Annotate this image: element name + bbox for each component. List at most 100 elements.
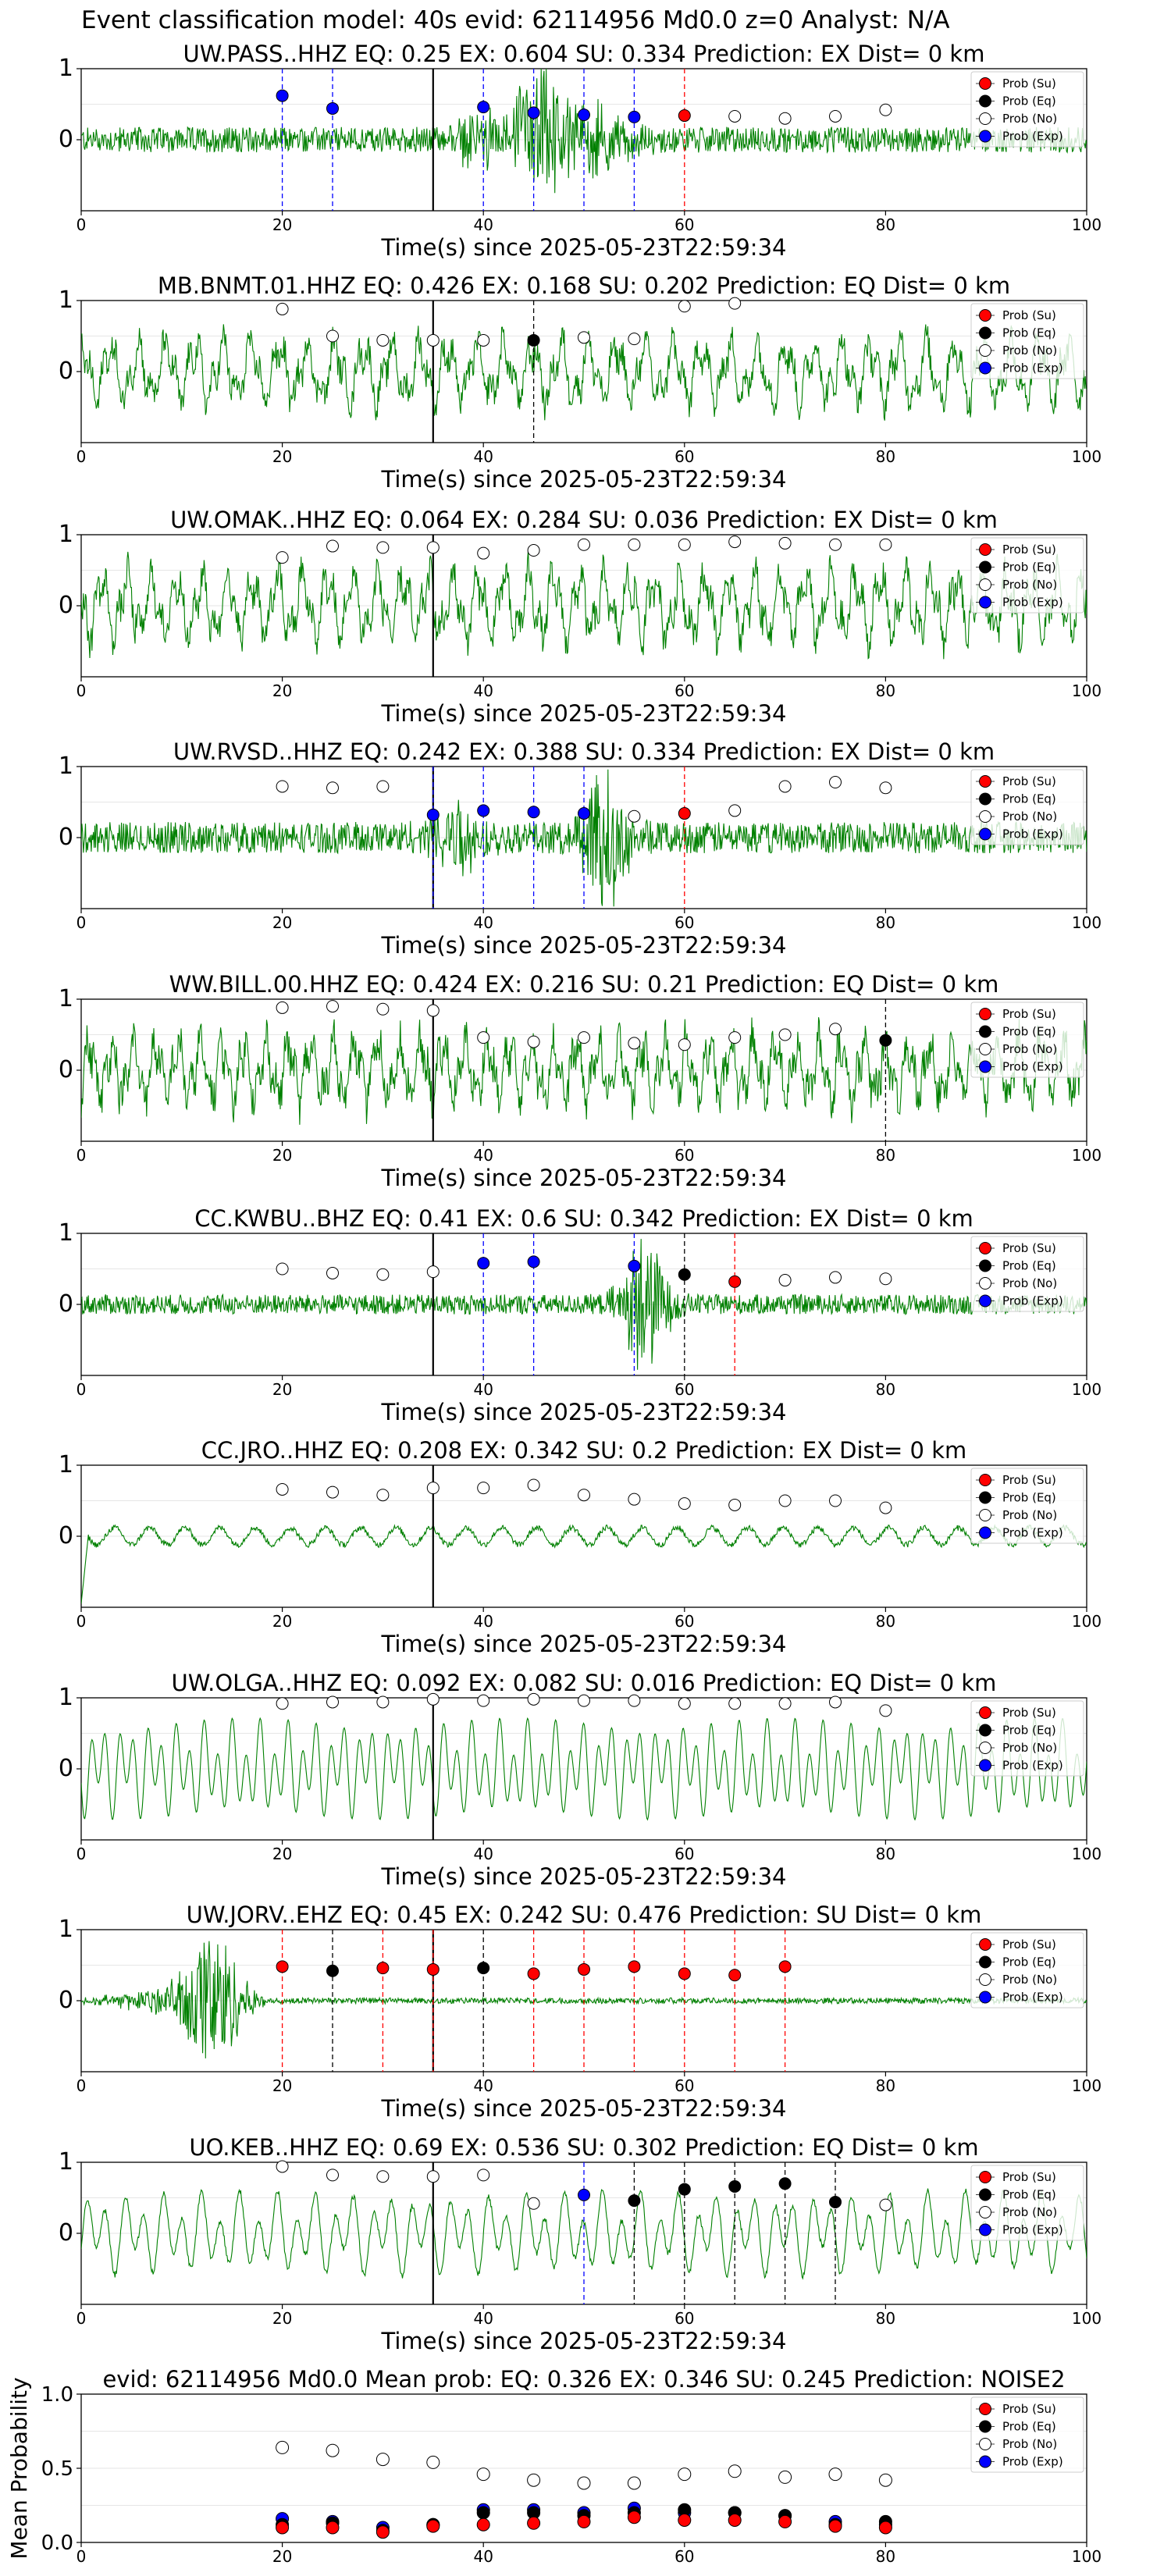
- prob-point-no: [578, 331, 590, 344]
- mean-prob-point-no: [627, 2476, 641, 2490]
- x-tick-label: 60: [674, 215, 694, 234]
- x-tick-label: 20: [272, 1146, 292, 1165]
- prob-point-no: [527, 544, 540, 557]
- legend-marker-no: [979, 810, 991, 823]
- prob-point-no: [376, 780, 390, 793]
- prob-point-no: [376, 1489, 390, 1502]
- legend-marker-no: [979, 578, 991, 591]
- legend-label-su: Prob (Su): [1002, 2170, 1056, 2184]
- panel-6: 0 20 40 60 80 100 0 1 CC.KWBU..BHZ EQ: 0.41 EX: …: [59, 1205, 1102, 1425]
- y-tick-label: 0.5: [41, 2457, 73, 2481]
- legend-label-su: Prob (Su): [1002, 76, 1056, 91]
- y-tick-label: 0: [59, 358, 73, 385]
- legend-marker-eq: [979, 792, 991, 806]
- legend-marker-exp: [979, 1991, 991, 2004]
- legend-label-no: Prob (No): [1002, 1276, 1057, 1290]
- prob-point-no: [326, 1266, 339, 1279]
- legend-marker-no: [979, 2206, 991, 2218]
- prob-point-no: [326, 781, 339, 795]
- legend-box: [970, 537, 1084, 614]
- x-tick-label: 60: [674, 1146, 694, 1165]
- legend-label-no: Prob (No): [1002, 343, 1057, 358]
- x-tick-label: 100: [1072, 2076, 1102, 2095]
- prob-point-no: [426, 333, 440, 347]
- panel-4: 0 20 40 60 80 100 0 1 UW.RVSD..HHZ EQ: 0.242 EX:…: [59, 738, 1102, 959]
- prob-point-no: [276, 1482, 289, 1496]
- x-tick-label: 100: [1072, 1146, 1102, 1165]
- x-tick-label: 0: [77, 2309, 87, 2328]
- legend-label-su: Prob (Su): [1002, 308, 1056, 322]
- panel-title: UW.OMAK..HHZ EQ: 0.064 EX: 0.284 SU: 0.0…: [170, 507, 998, 533]
- panel-3: 0 20 40 60 80 100 0 1 UW.OMAK..HHZ EQ: 0.064 EX:…: [59, 507, 1102, 727]
- legend-label-no: Prob (No): [1002, 1973, 1057, 1987]
- x-tick-label: 40: [473, 681, 493, 700]
- legend-label-no: Prob (No): [1002, 1042, 1057, 1056]
- prob-point-no: [829, 1271, 842, 1284]
- prob-point-no: [527, 1035, 540, 1048]
- prob-point-su: [527, 1967, 540, 1980]
- legend-marker-exp: [979, 1060, 991, 1073]
- prob-point-su: [678, 1967, 691, 1980]
- legend-label-exp: Prob (Exp): [1002, 361, 1063, 375]
- prob-point-no: [276, 1262, 289, 1276]
- legend-label-su: Prob (Su): [1002, 774, 1056, 788]
- mean-prob-point-su: [426, 2519, 440, 2533]
- panel-title: UW.PASS..HHZ EQ: 0.25 EX: 0.604 SU: 0.33…: [183, 41, 985, 67]
- legend-label-su: Prob (Su): [1002, 2402, 1056, 2416]
- prob-point-exp: [527, 806, 540, 819]
- legend-marker-no: [979, 344, 991, 357]
- legend-marker-su: [979, 1242, 991, 1254]
- legend-marker-no: [979, 1973, 991, 1986]
- prob-point-eq: [678, 2183, 691, 2196]
- legend-label-eq: Prob (Eq): [1002, 560, 1056, 575]
- x-tick-label: 80: [876, 1612, 895, 1631]
- legend-label-exp: Prob (Exp): [1002, 1526, 1063, 1540]
- x-tick-label: 100: [1072, 1612, 1102, 1631]
- prob-point-no: [879, 1704, 892, 1717]
- legend-label-su: Prob (Su): [1002, 1007, 1056, 1021]
- legend-label-su: Prob (Su): [1002, 543, 1056, 557]
- prob-point-no: [426, 1265, 440, 1279]
- panel-title: UW.RVSD..HHZ EQ: 0.242 EX: 0.388 SU: 0.3…: [173, 738, 995, 765]
- x-tick-label: 40: [473, 2309, 493, 2328]
- y-tick-label: 1: [59, 1684, 73, 1711]
- panel-8: 0 20 40 60 80 100 0 1 UW.OLGA..HHZ EQ: 0.092 EX:…: [59, 1670, 1102, 1890]
- prob-point-no: [276, 2160, 289, 2173]
- y-tick-label: 0: [59, 1755, 73, 1782]
- legend-marker-eq: [979, 560, 991, 574]
- x-tick-label: 80: [876, 2309, 895, 2328]
- prob-point-su: [376, 1962, 390, 1975]
- legend-label-eq: Prob (Eq): [1002, 2420, 1056, 2434]
- legend-label-su: Prob (Su): [1002, 1241, 1056, 1255]
- legend-marker-eq: [979, 1491, 991, 1504]
- legend-label-no: Prob (No): [1002, 1741, 1057, 1755]
- y-tick-label: 1: [59, 1451, 73, 1478]
- prob-point-eq: [829, 2195, 842, 2208]
- legend-marker-no: [979, 1043, 991, 1055]
- mean-prob-point-su: [527, 2516, 541, 2530]
- prob-point-no: [728, 109, 742, 123]
- prob-point-no: [426, 2170, 440, 2183]
- prob-point-no: [829, 776, 842, 789]
- prob-point-exp: [628, 110, 641, 123]
- legend-marker-su: [979, 2171, 991, 2183]
- prob-point-no: [879, 103, 892, 116]
- prob-point-eq: [778, 2177, 792, 2190]
- legend-label-exp: Prob (Exp): [1002, 1759, 1063, 1773]
- prob-point-no: [628, 1493, 641, 1506]
- mean-prob-point-no: [376, 2453, 390, 2467]
- prob-point-exp: [477, 804, 490, 817]
- legend-label-no: Prob (No): [1002, 112, 1057, 126]
- mean-prob-point-no: [678, 2467, 692, 2482]
- x-axis-label: Time(s) since 2025-05-23T22:59:34: [381, 234, 787, 261]
- legend-label-exp: Prob (Exp): [1002, 1294, 1063, 1308]
- y-axis-label: Mean Probability: [6, 2377, 32, 2559]
- x-tick-label: 20: [272, 913, 292, 932]
- prob-point-no: [728, 1031, 742, 1044]
- prob-point-no: [678, 1038, 691, 1051]
- x-tick-label: 0: [77, 1146, 87, 1165]
- x-tick-label: 40: [473, 913, 493, 932]
- mean-prob-point-su: [878, 2521, 892, 2535]
- legend-box: [970, 769, 1084, 845]
- prob-point-no: [778, 1697, 792, 1710]
